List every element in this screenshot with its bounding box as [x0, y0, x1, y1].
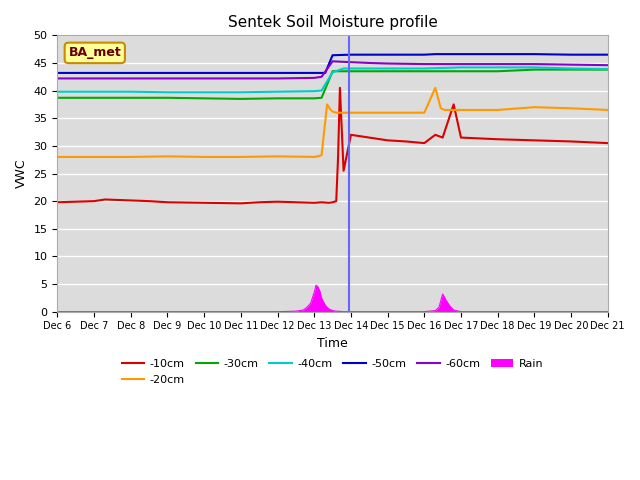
X-axis label: Time: Time [317, 337, 348, 350]
Y-axis label: VWC: VWC [15, 159, 28, 188]
Title: Sentek Soil Moisture profile: Sentek Soil Moisture profile [228, 15, 438, 30]
Text: BA_met: BA_met [68, 47, 121, 60]
Legend: -10cm, -20cm, -30cm, -40cm, -50cm, -60cm, Rain: -10cm, -20cm, -30cm, -40cm, -50cm, -60cm… [117, 355, 548, 389]
